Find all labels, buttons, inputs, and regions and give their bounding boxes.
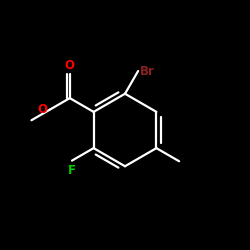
Text: O: O — [65, 59, 75, 72]
Text: O: O — [38, 103, 48, 116]
Text: Br: Br — [140, 64, 155, 78]
Text: F: F — [68, 164, 76, 176]
